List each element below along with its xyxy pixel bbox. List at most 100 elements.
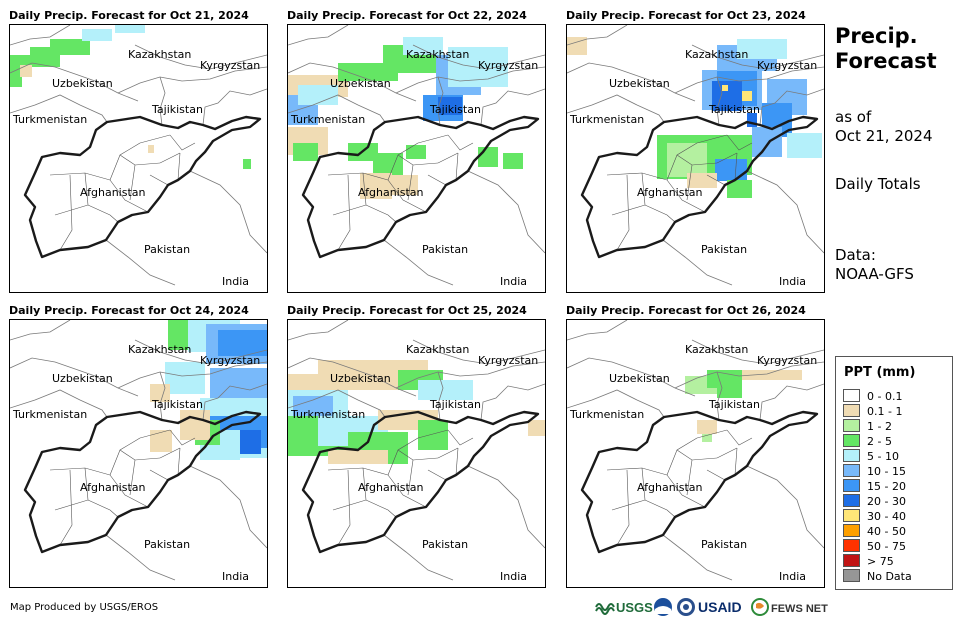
- usgs-logo-icon: USGS: [595, 600, 653, 615]
- international-border: [567, 389, 665, 418]
- country-label-kazakhstan: Kazakhstan: [406, 343, 469, 356]
- map-canvas: Kazakhstan Kyrgyzstan Uzbekistan Tajikistan…: [567, 320, 824, 583]
- international-border: [10, 320, 71, 341]
- province-border: [362, 172, 367, 206]
- afghanistan-boundary: [301, 410, 540, 554]
- legend-label: 1 - 2: [867, 420, 892, 433]
- precip-cell: [403, 37, 443, 55]
- precip-cell: [707, 370, 742, 388]
- legend-label: 50 - 75: [867, 540, 906, 553]
- legend-swatch: [843, 494, 860, 507]
- country-label-uzbekistan: Uzbekistan: [609, 372, 670, 385]
- country-label-turkmenistan: Turkmenistan: [290, 113, 365, 126]
- panel-title: Daily Precip. Forecast for Oct 22, 2024: [287, 9, 527, 22]
- legend-swatch: [843, 479, 860, 492]
- legend-swatch: [843, 524, 860, 537]
- product-title: Precip. Forecast: [835, 24, 937, 74]
- precip-cell: [50, 39, 90, 55]
- precip-cell: [165, 362, 205, 394]
- precip-legend: PPT (mm) 0 - 0.1 0.1 - 1 1 - 2 2 - 5 5 -…: [835, 356, 953, 590]
- province-border: [129, 164, 136, 201]
- international-border: [691, 339, 824, 365]
- province-border: [109, 437, 141, 476]
- precip-cell: [528, 420, 545, 436]
- legend-item: 0 - 0.1: [843, 389, 902, 403]
- precip-cell: [293, 396, 333, 416]
- province-border: [407, 164, 414, 201]
- precip-cell: [10, 77, 22, 87]
- as-of-label: as of: [835, 108, 872, 126]
- map-frame: Kazakhstan Kyrgyzstan Uzbekistan Tajikistan…: [566, 24, 825, 293]
- fews-net-logo-icon: FEWS NET: [751, 598, 828, 616]
- country-label-tajikistan: Tajikistan: [151, 103, 203, 116]
- legend-title: PPT (mm): [844, 365, 916, 380]
- precip-cell: [787, 133, 822, 158]
- country-label-kyrgyzstan: Kyrgyzstan: [200, 59, 260, 72]
- international-border: [288, 389, 386, 418]
- country-label-turkmenistan: Turkmenistan: [569, 113, 644, 126]
- data-source-value: NOAA-GFS: [835, 265, 914, 283]
- afghanistan-boundary: [580, 115, 819, 259]
- international-border: [383, 239, 454, 286]
- province-border: [437, 152, 459, 164]
- international-border: [395, 361, 545, 389]
- afghanistan-boundary: [23, 410, 262, 554]
- as-of-value: Oct 21, 2024: [835, 127, 933, 145]
- province-border: [666, 474, 706, 508]
- precip-cell: [478, 147, 498, 167]
- usaid-logo-text: USAID: [698, 599, 742, 615]
- province-border: [59, 469, 73, 546]
- province-border: [734, 152, 738, 181]
- international-border: [412, 339, 545, 365]
- doc-seal-icon: [677, 598, 695, 616]
- country-label-india: India: [500, 570, 527, 583]
- country-label-pakistan: Pakistan: [144, 243, 190, 256]
- legend-swatch: [843, 404, 860, 417]
- province-border: [641, 467, 646, 501]
- precip-cell: [150, 430, 172, 452]
- country-label-uzbekistan: Uzbekistan: [330, 372, 391, 385]
- international-border: [662, 534, 733, 581]
- province-border: [87, 204, 119, 223]
- partner-logos: USGS USAID FEWS NET: [595, 598, 828, 616]
- afghanistan-boundary: [301, 115, 540, 259]
- legend-item: 15 - 20: [843, 479, 906, 493]
- country-label-turkmenistan: Turkmenistan: [290, 408, 365, 421]
- country-label-uzbekistan: Uzbekistan: [52, 77, 113, 90]
- country-label-tajikistan: Tajikistan: [708, 398, 760, 411]
- international-border: [189, 465, 267, 549]
- international-border: [437, 76, 444, 126]
- international-border: [691, 44, 824, 70]
- international-border: [467, 170, 545, 254]
- international-border: [159, 371, 166, 421]
- province-border: [49, 467, 111, 476]
- province-border: [337, 469, 351, 546]
- province-border: [387, 474, 427, 508]
- legend-label: 5 - 10: [867, 450, 899, 463]
- precip-cell: [406, 145, 426, 159]
- precip-cell: [667, 143, 707, 177]
- international-border: [10, 25, 71, 46]
- country-label-india: India: [779, 275, 806, 288]
- province-border: [87, 499, 119, 518]
- legend-label: > 75: [867, 555, 894, 568]
- country-label-afghanistan: Afghanistan: [637, 186, 703, 199]
- province-border: [365, 499, 397, 518]
- province-border: [84, 172, 89, 206]
- legend-item: 30 - 40: [843, 509, 906, 523]
- country-label-kazakhstan: Kazakhstan: [128, 48, 191, 61]
- legend-swatch: [843, 449, 860, 462]
- international-border: [395, 66, 545, 94]
- country-label-turkmenistan: Turkmenistan: [12, 408, 87, 421]
- country-label-kyrgyzstan: Kyrgyzstan: [478, 59, 538, 72]
- map-frame: Kazakhstan Kyrgyzstan Uzbekistan Tajikistan…: [287, 319, 546, 588]
- province-border: [177, 447, 181, 476]
- country-label-kazakhstan: Kazakhstan: [128, 343, 191, 356]
- province-border: [417, 429, 449, 439]
- legend-label: 0.1 - 1: [867, 405, 903, 418]
- international-border: [134, 44, 267, 70]
- province-border: [362, 467, 367, 501]
- province-border: [109, 179, 149, 213]
- country-label-pakistan: Pakistan: [422, 538, 468, 551]
- data-source-label: Data:: [835, 246, 876, 264]
